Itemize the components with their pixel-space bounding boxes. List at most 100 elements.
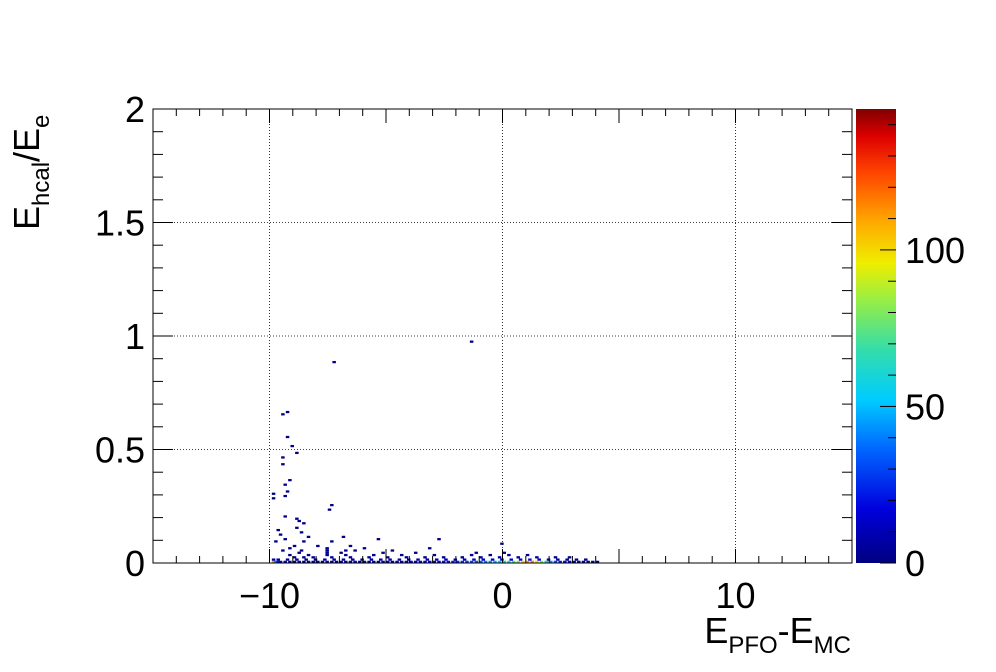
y-axis-ticks — [153, 108, 852, 564]
heatmap-bin — [295, 451, 299, 455]
heatmap-bin — [320, 560, 325, 563]
heatmap-bin — [502, 560, 506, 563]
z-tick-label: 50 — [905, 386, 945, 427]
heatmap-bin — [390, 560, 395, 563]
heatmap-bin — [302, 540, 306, 543]
heatmap-bin — [330, 540, 334, 543]
heatmap-bin — [341, 558, 346, 561]
heatmap-bin — [348, 560, 353, 563]
heatmap-bin — [591, 560, 595, 563]
z-tick-label: 0 — [905, 543, 925, 584]
heatmap-bin — [595, 560, 600, 563]
heatmap-bin — [306, 535, 311, 539]
heatmap-bin — [444, 558, 448, 561]
heatmap-bin — [283, 538, 287, 541]
heatmap-bin — [386, 556, 390, 559]
heatmap-bin — [353, 560, 357, 563]
heatmap-bin — [325, 560, 329, 563]
heatmap-bin — [281, 413, 285, 416]
z-tick-label: 100 — [905, 230, 965, 271]
heatmap-bin — [525, 553, 530, 557]
heatmap-bin — [379, 558, 383, 561]
heatmap-bin — [460, 556, 465, 559]
heatmap-bin — [395, 560, 399, 563]
heatmap-bin — [390, 549, 395, 552]
heatmap-bin — [271, 497, 276, 500]
heatmap-bin — [367, 556, 371, 559]
heatmap-bin — [283, 515, 287, 518]
heatmap-bin — [539, 560, 544, 563]
heatmap-bin — [362, 547, 367, 550]
x-axis-title: EPFO-EMC — [704, 610, 851, 659]
heatmap-bin — [453, 558, 458, 561]
heatmap-bin — [302, 560, 306, 563]
heatmap-bin — [577, 560, 581, 563]
heatmap-bin — [516, 556, 520, 559]
x-tick-label: 10 — [715, 575, 755, 616]
heatmap-bin — [306, 560, 311, 563]
x-tick-labels: −10 0 10 — [239, 575, 756, 616]
heatmap-bin — [271, 560, 276, 563]
heatmap-bin — [563, 560, 567, 563]
heatmap-bin — [465, 560, 469, 563]
heatmap-bin — [330, 556, 334, 559]
heatmap-bin — [572, 560, 576, 563]
heatmap-bin — [330, 560, 334, 563]
heatmap-bin — [441, 560, 446, 563]
heatmap-bin — [290, 444, 294, 448]
x-tick-label: 0 — [492, 575, 512, 616]
heatmap-bin — [292, 556, 297, 559]
heatmap-bin — [369, 558, 374, 561]
heatmap-bin — [535, 560, 539, 563]
heatmap-bin — [432, 553, 437, 557]
heatmap-bin — [472, 558, 476, 561]
heatmap-bin — [502, 551, 506, 554]
heatmap-bin — [292, 544, 297, 548]
heatmap-bin — [574, 558, 579, 561]
color-palette-bar — [856, 109, 896, 563]
heatmap-bin — [546, 558, 551, 561]
heatmap-bin — [381, 551, 385, 554]
heatmap-bin — [423, 560, 427, 563]
heatmap-bin — [462, 558, 467, 561]
heatmap-bin — [479, 556, 483, 559]
heatmap-bin — [358, 560, 362, 563]
heatmap-bin — [567, 560, 572, 563]
heatmap-bin — [423, 556, 427, 559]
y-tick-labels: 0 0.5 1 1.5 2 — [95, 89, 145, 584]
heatmap-bin — [285, 435, 290, 439]
heatmap-bin — [367, 560, 371, 563]
heatmap-bin — [299, 549, 304, 552]
heatmap-bin — [311, 556, 315, 559]
heatmap-bin — [404, 556, 409, 559]
heatmap-bin — [283, 560, 287, 563]
heatmap-bin — [295, 558, 299, 561]
heatmap-bin — [474, 560, 479, 563]
heatmap-bin — [316, 544, 320, 548]
heatmap-bin — [323, 558, 327, 561]
heatmap-bin — [325, 549, 329, 552]
heatmap-bin — [288, 479, 292, 482]
heatmap-bin — [535, 556, 539, 559]
heatmap-bin — [353, 549, 357, 552]
heatmap-bin — [325, 551, 329, 554]
heatmap-bin — [304, 558, 308, 561]
heatmap-bin — [488, 560, 493, 563]
z-tick-labels: 0 50 100 — [905, 230, 965, 584]
heatmap-bin — [302, 556, 306, 559]
heatmap-bin — [271, 492, 276, 495]
heatmap-bin — [497, 556, 502, 559]
heatmap-bin — [427, 560, 432, 563]
heatmap-bin — [553, 556, 558, 559]
heatmap-bin — [376, 538, 381, 541]
heatmap-bin — [281, 456, 285, 459]
heatmap-bin — [351, 558, 355, 561]
heatmap-bin — [469, 553, 474, 557]
heatmap-bin — [276, 528, 280, 532]
heatmap-bin — [413, 560, 418, 563]
heatmap-bin — [469, 340, 474, 343]
heatmap-bin — [276, 558, 280, 561]
heatmap-bin — [507, 553, 511, 557]
heatmap-bin — [474, 551, 479, 554]
heatmap-bin — [348, 556, 353, 559]
